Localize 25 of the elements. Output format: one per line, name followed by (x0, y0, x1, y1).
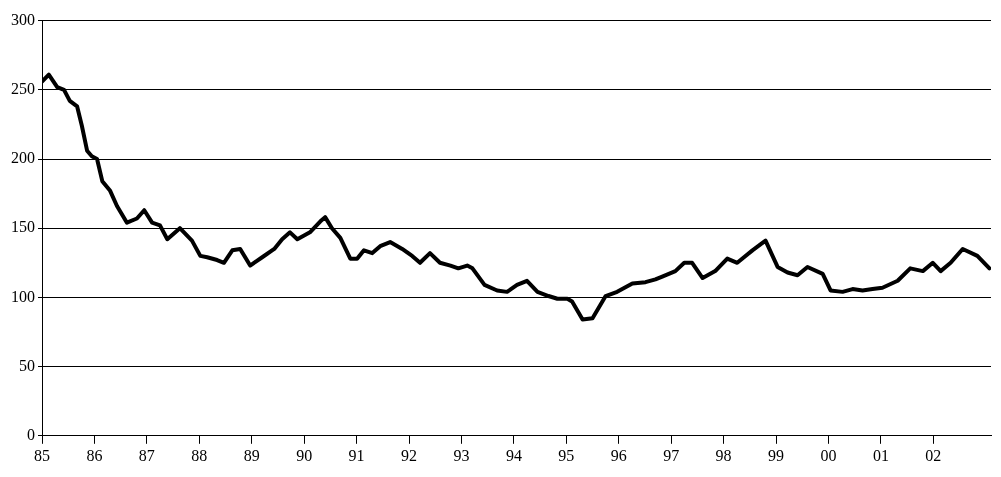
x-tick-label: 93 (453, 446, 470, 464)
x-tick-label: 94 (505, 446, 522, 464)
y-tick-label: 100 (11, 287, 35, 305)
y-tick-label: 300 (11, 10, 35, 28)
y-tick-label: 250 (11, 80, 35, 97)
y-tick-label: 0 (27, 426, 35, 443)
x-tick-label: 86 (86, 446, 103, 464)
y-tick-label: 200 (11, 149, 35, 167)
x-tick-label: 90 (296, 446, 313, 464)
x-tick-label: 01 (872, 446, 889, 464)
x-tick-label: 85 (34, 446, 50, 464)
x-tick-label: 00 (820, 446, 837, 464)
x-tick-label: 91 (348, 446, 365, 464)
y-tick-label: 50 (19, 356, 35, 374)
x-tick-label: 99 (768, 446, 785, 464)
x-tick-label: 95 (558, 446, 575, 464)
x-tick-label: 96 (610, 446, 627, 464)
x-tick-label: 97 (663, 446, 680, 464)
x-tick-label: 88 (191, 446, 208, 464)
x-tick-label: 87 (138, 446, 155, 464)
x-tick-label: 98 (715, 446, 732, 464)
x-tick-label: 89 (243, 446, 260, 464)
x-tick-label: 02 (925, 446, 942, 464)
y-tick-label: 150 (11, 218, 35, 236)
x-tick-label: 92 (401, 446, 418, 464)
